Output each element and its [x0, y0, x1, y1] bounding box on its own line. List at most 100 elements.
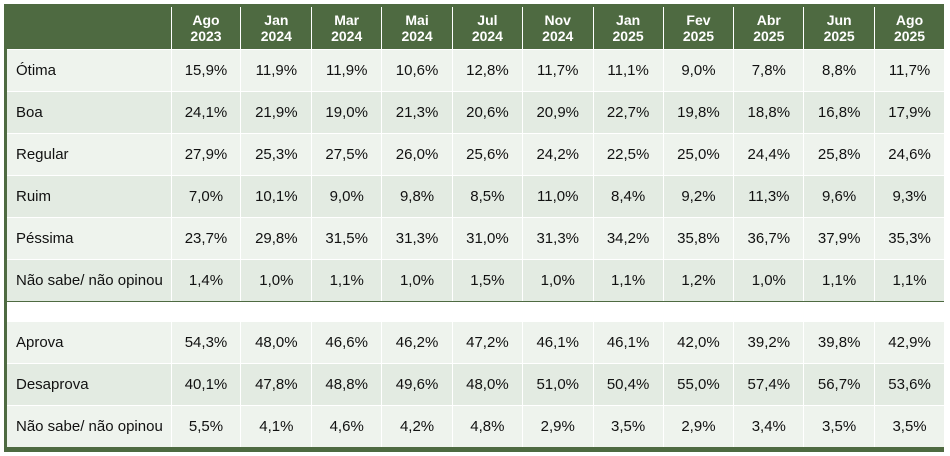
table-cell: 46,1% [521, 321, 593, 363]
table-cell: 7,8% [733, 49, 804, 91]
row-label: Boa [7, 91, 171, 133]
table-cell: 9,2% [662, 175, 734, 217]
section-divider-cell [7, 301, 944, 321]
column-header: Abr 2025 [733, 7, 804, 49]
row-label: Não sabe/ não opinou [7, 259, 171, 301]
column-header: Jul 2024 [451, 7, 522, 49]
table-cell: 53,6% [874, 363, 944, 405]
column-header-month: Ago [192, 12, 220, 28]
table-cell: 39,2% [733, 321, 804, 363]
poll-table: Ago 2023 Jan 2024 Mar 2024 Mai 2024 Jul 2024 Nov 20… [7, 7, 944, 447]
table-cell: 26,0% [381, 133, 452, 175]
column-header-year: 2025 [753, 28, 785, 44]
column-header-month: Ago [895, 12, 924, 28]
table-cell: 42,9% [874, 321, 944, 363]
table-cell: 48,0% [451, 363, 522, 405]
table-cell: 39,8% [803, 321, 875, 363]
table-row: Péssima 23,7% 29,8% 31,5% 31,3% 31,0% 31,3% 34,… [7, 217, 944, 259]
column-header-year: 2024 [471, 28, 503, 44]
table-cell: 1,4% [170, 259, 241, 301]
table-cell: 10,1% [240, 175, 312, 217]
column-header: Mai 2024 [381, 7, 452, 49]
header-corner [7, 7, 171, 49]
table-cell: 24,4% [733, 133, 804, 175]
table-cell: 1,5% [451, 259, 522, 301]
table-cell: 17,9% [874, 91, 944, 133]
table-cell: 3,5% [874, 405, 944, 447]
table-cell: 20,9% [521, 91, 593, 133]
table-cell: 55,0% [662, 363, 734, 405]
column-header-year: 2024 [542, 28, 574, 44]
table-cell: 29,8% [240, 217, 312, 259]
table-cell: 31,3% [381, 217, 452, 259]
column-header-month: Mar [334, 12, 360, 28]
table-cell: 42,0% [662, 321, 734, 363]
table-cell: 31,3% [521, 217, 593, 259]
row-label: Péssima [7, 217, 171, 259]
table-cell: 46,2% [381, 321, 452, 363]
table-cell: 46,6% [311, 321, 382, 363]
table-cell: 25,8% [803, 133, 875, 175]
table-cell: 8,4% [592, 175, 663, 217]
table-cell: 48,0% [240, 321, 312, 363]
table-row: Regular 27,9% 25,3% 27,5% 26,0% 25,6% 24,2% 22,… [7, 133, 944, 175]
table-row: Não sabe/ não opinou 1,4% 1,0% 1,1% 1,0% 1,5%… [7, 259, 944, 301]
table-cell: 2,9% [662, 405, 734, 447]
column-header: Jun 2025 [803, 7, 875, 49]
table-cell: 36,7% [733, 217, 804, 259]
table-cell: 23,7% [170, 217, 241, 259]
table-cell: 25,0% [662, 133, 734, 175]
table-cell: 3,5% [592, 405, 663, 447]
table-cell: 1,0% [521, 259, 593, 301]
column-header: Nov 2024 [521, 7, 593, 49]
table-cell: 25,3% [240, 133, 312, 175]
column-header: Jan 2024 [240, 7, 312, 49]
row-label: Desaprova [7, 363, 171, 405]
column-header: Fev 2025 [662, 7, 734, 49]
table-cell: 9,6% [803, 175, 875, 217]
column-header-month: Fev [686, 12, 711, 28]
table-cell: 11,7% [521, 49, 593, 91]
column-header-month: Abr [756, 12, 781, 28]
table-cell: 27,5% [311, 133, 382, 175]
table-cell: 37,9% [803, 217, 875, 259]
column-header: Mar 2024 [311, 7, 382, 49]
table-row: Aprova 54,3% 48,0% 46,6% 46,2% 47,2% 46,1% 46,1… [7, 321, 944, 363]
table-cell: 12,8% [451, 49, 522, 91]
section-divider [7, 301, 944, 321]
table-cell: 3,4% [733, 405, 804, 447]
table-row: Não sabe/ não opinou 5,5% 4,1% 4,6% 4,2% 4,8%… [7, 405, 944, 447]
row-label: Ruim [7, 175, 171, 217]
row-label: Não sabe/ não opinou [7, 405, 171, 447]
table-cell: 11,7% [874, 49, 944, 91]
table-cell: 1,1% [311, 259, 382, 301]
table-cell: 7,0% [170, 175, 241, 217]
table-cell: 4,6% [311, 405, 382, 447]
table-cell: 24,6% [874, 133, 944, 175]
table-cell: 1,0% [381, 259, 452, 301]
table-cell: 15,9% [170, 49, 241, 91]
table-cell: 1,0% [240, 259, 312, 301]
table-cell: 54,3% [170, 321, 241, 363]
column-header-year: 2024 [331, 28, 363, 44]
table-cell: 19,0% [311, 91, 382, 133]
table-cell: 4,8% [451, 405, 522, 447]
table-cell: 31,5% [311, 217, 382, 259]
table-cell: 47,8% [240, 363, 312, 405]
table-cell: 8,8% [803, 49, 875, 91]
column-header-month: Jun [826, 12, 852, 28]
table-cell: 25,6% [451, 133, 522, 175]
table-cell: 50,4% [592, 363, 663, 405]
table-cell: 21,9% [240, 91, 312, 133]
table-cell: 5,5% [170, 405, 241, 447]
table-cell: 51,0% [521, 363, 593, 405]
table-cell: 22,7% [592, 91, 663, 133]
column-header: Ago 2025 [874, 7, 944, 49]
table-body: Ótima 15,9% 11,9% 11,9% 10,6% 12,8% 11,7% 11,1%… [7, 49, 944, 447]
table-cell: 16,8% [803, 91, 875, 133]
table-cell: 35,8% [662, 217, 734, 259]
table-cell: 1,2% [662, 259, 734, 301]
column-header-year: 2024 [260, 28, 292, 44]
table-cell: 11,0% [521, 175, 593, 217]
table-cell: 1,0% [733, 259, 804, 301]
